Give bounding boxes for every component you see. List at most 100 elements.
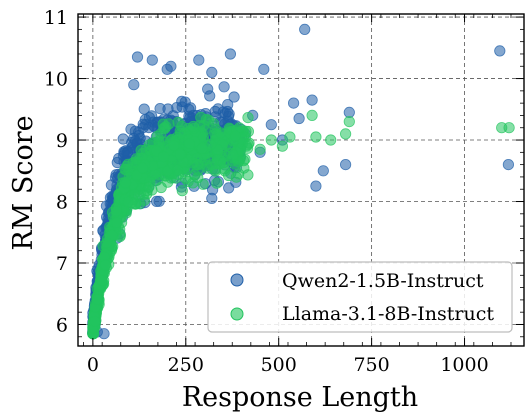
data-point — [191, 158, 203, 170]
data-point — [111, 217, 123, 229]
y-tick-label: 9 — [56, 130, 68, 152]
legend-frame — [207, 261, 513, 333]
data-point — [204, 90, 216, 102]
data-point — [89, 315, 101, 327]
data-point — [91, 293, 104, 306]
data-point — [196, 142, 208, 154]
data-point — [96, 274, 108, 287]
data-point — [128, 79, 140, 91]
legend-marker-qwen — [230, 273, 244, 287]
plot-frame — [77, 13, 525, 347]
data-point — [299, 23, 311, 36]
data-point — [117, 133, 129, 145]
axes: 0 250 500 750 1000 6 7 8 9 10 11 — [44, 7, 525, 376]
data-point — [306, 109, 318, 122]
data-point — [254, 143, 266, 155]
data-point — [258, 63, 270, 75]
data-point — [211, 177, 223, 189]
data-point — [161, 63, 173, 75]
legend-label-qwen: Qwen2-1.5B-Instruct — [282, 270, 484, 292]
data-point — [173, 168, 185, 181]
data-point — [242, 112, 254, 124]
data-point — [160, 121, 172, 133]
data-points — [87, 23, 515, 340]
data-point — [99, 259, 112, 271]
data-point — [310, 131, 322, 143]
data-point — [228, 91, 240, 103]
data-point — [143, 122, 155, 134]
data-point — [138, 194, 150, 206]
data-point — [227, 149, 239, 161]
data-point — [494, 45, 506, 57]
data-point — [243, 137, 255, 149]
data-point — [310, 180, 322, 192]
data-point — [317, 165, 329, 177]
data-point — [154, 103, 166, 115]
data-point — [98, 328, 110, 340]
data-point — [502, 159, 514, 171]
data-point — [265, 134, 277, 146]
data-point — [136, 162, 149, 174]
data-point — [106, 229, 118, 241]
data-point — [151, 195, 163, 207]
data-point — [183, 138, 195, 150]
data-point — [209, 163, 221, 175]
data-point — [325, 134, 337, 146]
data-point — [223, 182, 235, 194]
data-point — [306, 94, 318, 106]
y-tick-label: 10 — [44, 69, 68, 91]
legend-marker-llama — [230, 307, 244, 321]
data-point — [172, 116, 184, 128]
data-point — [138, 103, 150, 115]
data-point — [284, 131, 296, 143]
data-point — [339, 159, 352, 171]
data-point — [265, 119, 277, 131]
data-point — [143, 181, 155, 193]
data-point — [157, 150, 170, 163]
y-tick-label: 11 — [44, 7, 68, 29]
data-point — [168, 139, 180, 151]
data-point — [287, 97, 300, 109]
y-axis-title: RM Score — [8, 115, 39, 250]
data-point — [122, 158, 134, 170]
data-point — [193, 54, 205, 66]
x-tick-label: 750 — [353, 354, 389, 376]
data-point — [151, 130, 163, 142]
data-point — [293, 112, 305, 125]
data-point — [146, 54, 158, 66]
data-point — [503, 122, 515, 134]
data-point — [187, 120, 199, 133]
data-point — [223, 108, 235, 120]
data-point — [238, 155, 250, 167]
data-point — [206, 66, 218, 79]
x-tick-label: 500 — [261, 354, 297, 376]
data-point — [276, 140, 288, 152]
x-axis-title: Response Length — [182, 382, 418, 413]
y-tick-label: 8 — [56, 192, 68, 214]
data-point — [122, 196, 134, 208]
data-point — [162, 176, 174, 188]
data-point — [197, 178, 209, 190]
data-point — [217, 157, 230, 169]
y-tick-label: 6 — [56, 314, 68, 336]
data-point — [200, 113, 212, 126]
data-point — [119, 177, 132, 189]
data-point — [229, 130, 241, 142]
data-point — [206, 192, 218, 204]
data-point — [224, 48, 236, 60]
data-point — [230, 171, 242, 183]
x-tick-label: 0 — [87, 354, 99, 376]
x-tick-label: 1000 — [440, 354, 488, 376]
legend-label-llama: Llama-3.1-8B-Instruct — [282, 303, 494, 325]
data-point — [197, 131, 210, 143]
data-point — [174, 148, 186, 160]
y-tick-label: 7 — [56, 253, 68, 275]
data-point — [110, 205, 122, 217]
data-point — [134, 132, 146, 144]
data-point — [218, 81, 230, 93]
data-point — [343, 116, 355, 128]
x-tick-label: 250 — [168, 354, 204, 376]
data-point — [339, 128, 352, 140]
data-point — [101, 237, 113, 249]
